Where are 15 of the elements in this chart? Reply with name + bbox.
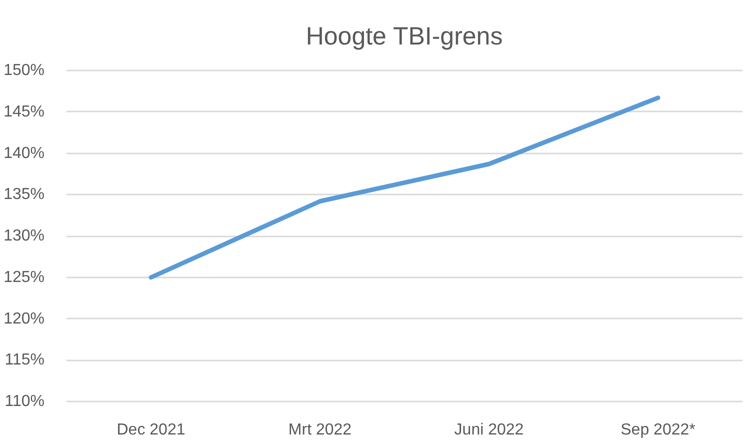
x-tick-label: Dec 2021 [116,422,186,438]
y-tick-label: 120% [4,310,44,328]
y-tick-label: 110% [4,393,44,410]
x-tick-label: Juni 2022 [454,422,524,438]
x-tick-label: Mrt 2022 [288,422,352,438]
line-series [148,96,660,280]
y-tick-label: 145% [4,103,44,120]
x-tick-label: Sep 2022* [620,422,696,438]
y-tick-label: 150% [4,62,44,79]
chart-title: Hoogte TBI-grens [306,22,503,50]
y-tick-label: 130% [4,228,44,244]
y-tick-label: 125% [4,268,44,286]
y-tick-label: 115% [4,352,44,369]
y-tick-label: 135% [4,186,44,204]
y-tick-label: 140% [4,144,44,162]
